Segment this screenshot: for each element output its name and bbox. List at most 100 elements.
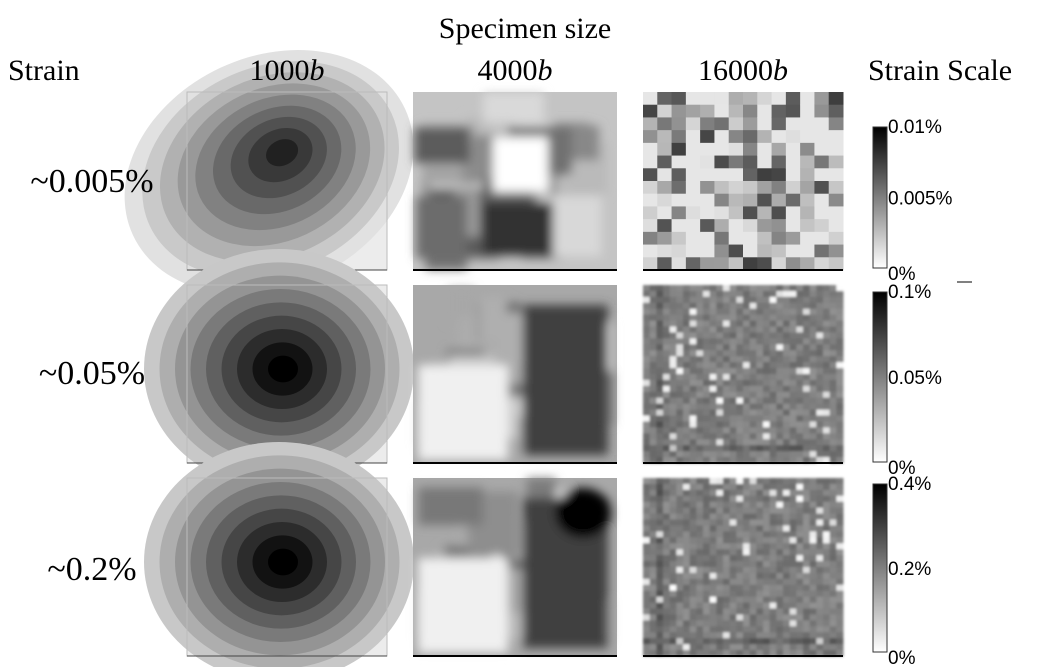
map-pixel: [783, 572, 791, 580]
map-pixel: [743, 578, 751, 586]
map-pixel: [676, 308, 684, 316]
map-pixel: [823, 385, 831, 393]
map-pixel: [703, 356, 711, 363]
map-pixel: [656, 374, 664, 381]
map-pixel: [743, 421, 751, 428]
map-pixel: [689, 531, 697, 538]
map-pixel: [785, 104, 801, 118]
map-pixel: [776, 596, 784, 604]
map-pixel: [756, 451, 764, 458]
map-pixel: [729, 415, 737, 422]
map-pixel: [776, 614, 784, 621]
map-pixel: [783, 489, 791, 497]
map-pixel: [649, 379, 657, 387]
map-pixel: [649, 507, 657, 515]
map-pixel: [749, 644, 757, 651]
map-pixel: [663, 421, 671, 428]
map-pixel: [649, 501, 657, 509]
map-pixel: [676, 439, 684, 446]
map-pixel: [709, 561, 717, 568]
map-pixel: [809, 478, 817, 485]
map-pixel: [796, 561, 804, 568]
map-pixel: [829, 572, 837, 580]
map-pixel: [669, 561, 677, 568]
map-pixel: [696, 602, 704, 610]
map-pixel: [736, 374, 744, 381]
map-pixel: [776, 326, 784, 333]
map-pixel: [783, 519, 791, 526]
column-label: 1000b: [250, 54, 325, 87]
map-pixel: [663, 567, 671, 574]
map-pixel: [783, 308, 791, 316]
map-pixel: [816, 543, 824, 550]
map-pixel: [723, 572, 731, 580]
map-pixel: [783, 507, 791, 515]
map-pixel: [823, 338, 831, 345]
map-pixel: [736, 433, 744, 440]
map-pixel: [809, 290, 817, 298]
map-pixel: [816, 549, 824, 556]
map-pixel: [676, 578, 684, 586]
map-pixel: [816, 519, 824, 526]
map-pixel: [763, 572, 771, 580]
map-pixel: [649, 549, 657, 556]
map-pixel: [749, 501, 757, 509]
map-pixel: [703, 543, 711, 550]
map-pixel: [836, 415, 844, 422]
map-pixel: [689, 445, 697, 452]
map-pixel: [700, 257, 715, 271]
map-pixel: [829, 427, 837, 434]
map-pixel: [743, 507, 751, 515]
map-pixel: [836, 584, 844, 592]
map-pixel: [743, 439, 751, 446]
map-pixel: [729, 391, 737, 399]
map-pixel: [769, 525, 777, 532]
map-pixel: [729, 433, 737, 440]
map-pixel: [709, 362, 717, 369]
map-pixel: [696, 451, 704, 458]
map-pixel: [823, 296, 831, 304]
map-pixel: [696, 578, 704, 586]
map-pixel: [789, 314, 797, 322]
map-pixel: [703, 290, 711, 298]
map-pixel: [749, 451, 757, 458]
map-pixel: [723, 427, 731, 434]
map-pixel: [828, 244, 844, 258]
map-pixel: [671, 130, 687, 144]
map-pixel: [656, 403, 664, 411]
column-label: 16000b: [698, 54, 788, 87]
map-pixel: [683, 614, 691, 621]
map-pixel: [756, 427, 764, 434]
map-pixel: [776, 572, 784, 580]
map-pixel: [809, 626, 817, 633]
map-pixel: [769, 614, 777, 621]
map-pixel: [723, 644, 731, 651]
map-pixel: [743, 168, 758, 182]
map-pixel: [656, 397, 664, 405]
map-pixel: [696, 531, 704, 538]
map-pixel: [756, 596, 764, 604]
map-pixel: [723, 415, 731, 422]
map-pixel: [823, 596, 831, 604]
map-pixel: [836, 338, 844, 345]
map-pixel: [816, 338, 824, 345]
map-pixel: [689, 320, 697, 328]
map-pixel: [663, 302, 671, 310]
map-pixel: [729, 489, 737, 497]
map-pixel: [796, 483, 804, 491]
map-pixel: [643, 385, 651, 393]
map-pixel: [663, 507, 671, 515]
map-pixel: [796, 439, 804, 446]
map-pixel: [736, 495, 744, 503]
map-pixel: [657, 155, 673, 169]
map-pixel: [736, 445, 744, 452]
column-number: 16000: [698, 54, 773, 87]
map-pixel: [663, 638, 671, 645]
map-pixel: [696, 421, 704, 428]
map-pixel: [796, 584, 804, 592]
map-pixel: [816, 584, 824, 592]
map-pixel: [716, 584, 724, 592]
map-pixel: [756, 374, 764, 381]
map-pixel: [663, 374, 671, 381]
map-pixel: [783, 290, 791, 298]
